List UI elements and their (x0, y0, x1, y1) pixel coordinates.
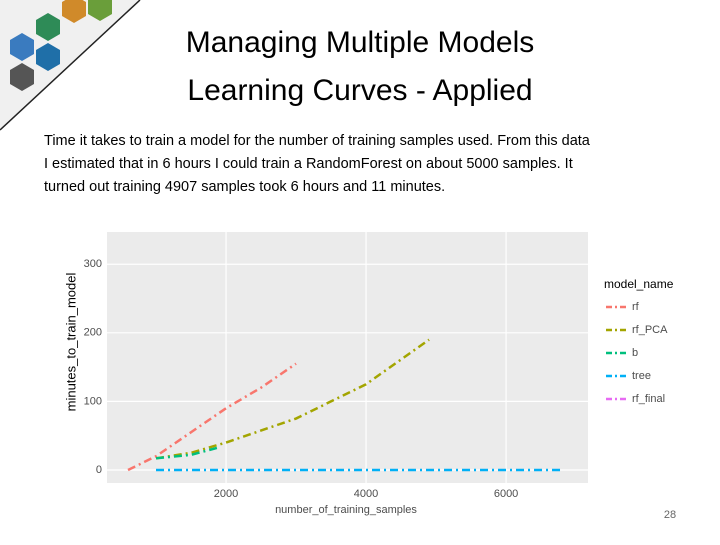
x-tick-label: 6000 (494, 488, 518, 500)
series-line (127, 362, 297, 472)
y-axis-title: minutes_to_train_model (63, 273, 78, 412)
legend-label: tree (632, 370, 651, 382)
y-tick-label: 200 (84, 327, 102, 339)
body-line: Time it takes to train a model for the n… (44, 133, 591, 149)
legend-label: rf_final (632, 393, 665, 405)
series-line (155, 338, 430, 460)
x-axis-title: number_of_training_samples (275, 504, 417, 516)
decoration (0, 0, 141, 131)
legend-title: model_name (604, 277, 674, 291)
title-line: Learning Curves - Applied (187, 74, 532, 107)
x-tick-label: 4000 (354, 488, 378, 500)
x-tick-label: 2000 (214, 488, 238, 500)
page-number: 28 (664, 509, 676, 521)
plot-panel (107, 232, 588, 483)
series-line (155, 446, 220, 460)
legend-label: rf_PCA (632, 324, 668, 336)
y-tick-label: 0 (96, 464, 102, 476)
legend-label: rf (632, 301, 640, 313)
body-line: turned out training 4907 samples took 6 … (44, 179, 445, 195)
legend-label: b (632, 347, 638, 359)
y-tick-label: 100 (84, 395, 102, 407)
y-tick-label: 300 (84, 258, 102, 270)
body-line: I estimated that in 6 hours I could trai… (44, 156, 573, 172)
title-line: Managing Multiple Models (186, 26, 535, 59)
